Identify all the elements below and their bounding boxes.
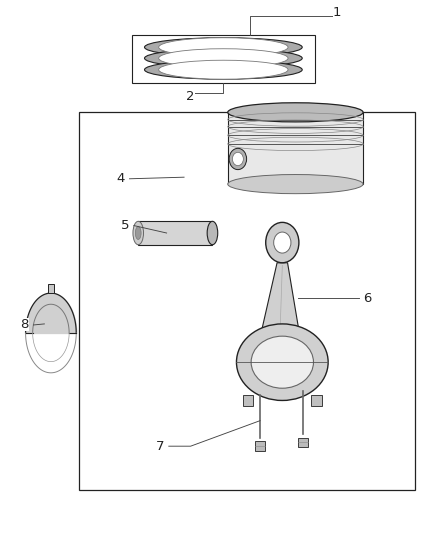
Ellipse shape <box>274 232 291 253</box>
Ellipse shape <box>228 174 363 193</box>
Ellipse shape <box>228 103 363 122</box>
Polygon shape <box>228 112 363 184</box>
Ellipse shape <box>159 38 288 56</box>
Ellipse shape <box>135 227 141 239</box>
Polygon shape <box>48 284 54 293</box>
Text: 5: 5 <box>121 219 129 232</box>
Ellipse shape <box>145 38 302 56</box>
Ellipse shape <box>266 222 299 263</box>
Bar <box>255 441 265 451</box>
Polygon shape <box>261 263 300 336</box>
Text: 7: 7 <box>156 440 164 453</box>
Ellipse shape <box>207 221 218 245</box>
Bar <box>243 395 253 406</box>
Bar <box>311 395 322 406</box>
Ellipse shape <box>251 336 314 388</box>
Ellipse shape <box>233 152 244 166</box>
Polygon shape <box>138 221 212 245</box>
Text: 2: 2 <box>187 90 195 103</box>
Ellipse shape <box>159 60 288 79</box>
Text: 1: 1 <box>332 6 341 19</box>
Ellipse shape <box>237 324 328 400</box>
Ellipse shape <box>133 221 144 245</box>
Ellipse shape <box>159 49 288 68</box>
Text: 6: 6 <box>363 292 371 305</box>
Bar <box>132 35 315 83</box>
Bar <box>298 438 307 447</box>
Ellipse shape <box>145 49 302 68</box>
Text: 8: 8 <box>21 319 29 332</box>
Text: 4: 4 <box>117 172 125 185</box>
Ellipse shape <box>145 60 302 79</box>
Bar <box>79 112 416 490</box>
Ellipse shape <box>229 148 247 169</box>
